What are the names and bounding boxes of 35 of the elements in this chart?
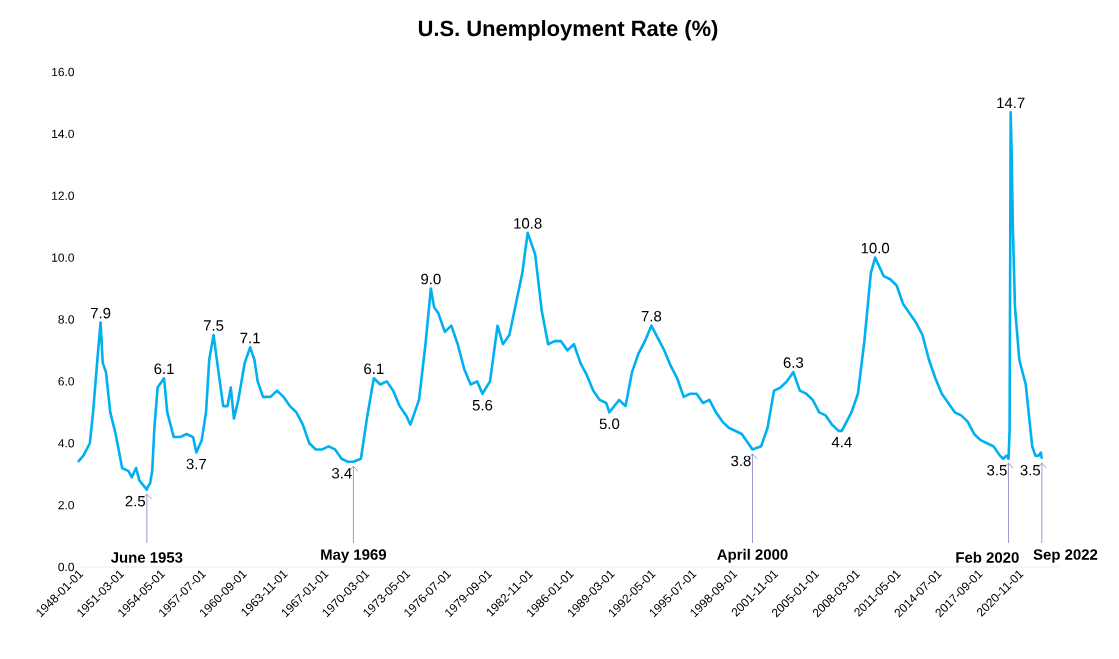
annotation: 3.7 [186,458,206,470]
annotation: 10.0 [861,242,890,254]
y-tick-label: 16.0 [52,67,75,77]
y-tick-label: 12.0 [52,191,75,200]
annotation: 5.0 [599,418,620,430]
annotation: May 1969 [321,549,387,563]
annotation: 3.5 [987,464,1007,476]
annotation: Feb 2020 [956,551,1019,563]
y-tick-label: 8.0 [58,315,75,324]
y-tick-label: 0.0 [58,562,75,572]
annotation: 6.1 [364,363,384,375]
annotation: 7.8 [641,310,662,322]
y-tick-label: 2.0 [58,500,75,510]
annotation: 9.0 [421,273,441,285]
annotation: April 2000 [717,548,788,563]
annotation: June 1953 [110,552,183,563]
y-tick-label: 6.0 [58,377,75,386]
annotation: 7.1 [240,332,260,344]
annotation: 3.8 [731,455,751,467]
chart-title: U.S. Unemployment Rate (%) [418,20,718,41]
annotation: 10.8 [514,218,542,229]
annotation: Sep 2022 [1033,549,1098,563]
y-tick-label: 14.0 [52,129,75,139]
annotation: 5.6 [472,399,493,411]
annotation: 2.5 [125,495,146,507]
annotation: 3.5 [1020,464,1041,476]
annotation: 14.7 [997,97,1025,109]
annotation: 4.4 [831,437,852,448]
y-tick-label: 4.0 [58,439,75,448]
annotation: 7.5 [203,320,224,331]
annotation: 6.3 [783,357,804,368]
y-tick-label: 10.0 [52,253,75,262]
annotation: 3.4 [331,468,352,479]
annotation: 6.1 [154,363,174,375]
annotation: 7.9 [90,307,111,319]
